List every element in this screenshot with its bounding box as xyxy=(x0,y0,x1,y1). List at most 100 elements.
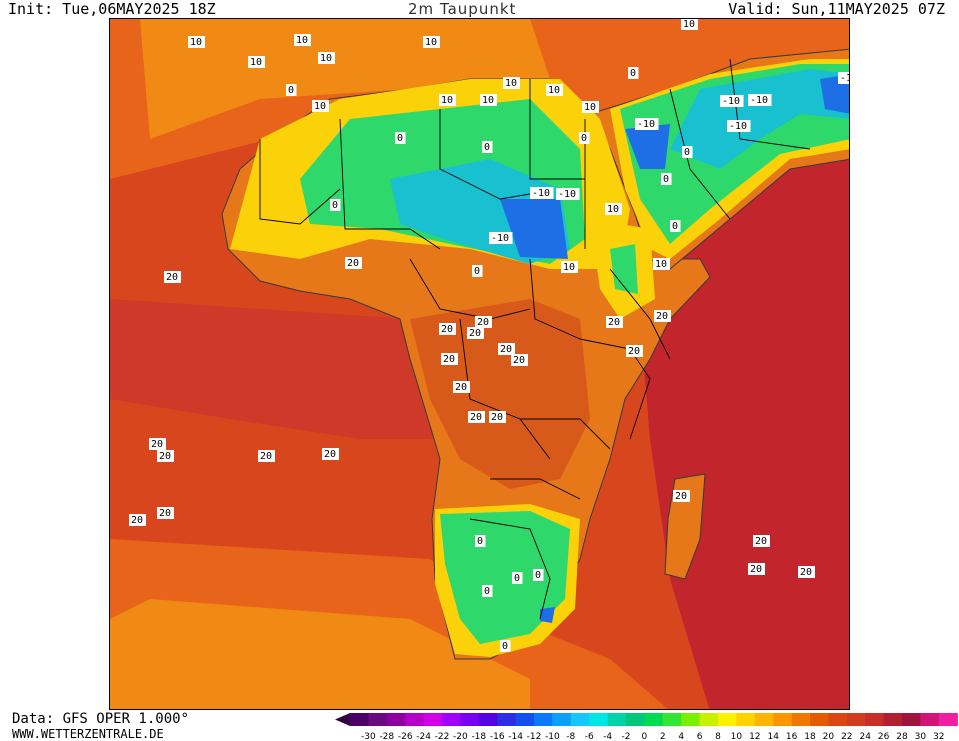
colorbar-tick-label: -28 xyxy=(379,732,394,741)
svg-text:0: 0 xyxy=(581,133,587,144)
contour-label: 0 xyxy=(670,220,681,232)
colorbar-cell xyxy=(515,713,535,726)
contour-label: 20 xyxy=(129,514,146,526)
colorbar-tick-label: -6 xyxy=(585,732,594,741)
contour-label: 20 xyxy=(453,381,470,393)
svg-text:-10: -10 xyxy=(750,95,768,106)
contour-label: 20 xyxy=(149,438,166,450)
svg-text:0: 0 xyxy=(502,641,508,652)
svg-text:-10: -10 xyxy=(558,189,576,200)
contour-label: 10 xyxy=(582,101,599,113)
svg-text:20: 20 xyxy=(166,272,178,283)
persia-blue-core xyxy=(820,74,849,114)
colorbar-cell xyxy=(534,713,553,726)
svg-text:-10: -10 xyxy=(840,73,850,84)
contour-label: 20 xyxy=(322,448,339,460)
contour-label: -10 xyxy=(556,188,580,200)
contour-label: 0 xyxy=(472,265,483,277)
svg-text:0: 0 xyxy=(630,68,636,79)
colorbar-cell xyxy=(902,713,921,726)
contour-label: 10 xyxy=(423,36,440,48)
map-canvas xyxy=(110,19,849,709)
contour-label: 20 xyxy=(489,411,506,423)
svg-text:20: 20 xyxy=(750,564,762,575)
contour-label: 20 xyxy=(468,411,485,423)
colorbar-under-arrow xyxy=(335,713,350,726)
contour-label: 20 xyxy=(439,323,456,335)
svg-text:20: 20 xyxy=(455,382,467,393)
sea-cool-zone-north xyxy=(140,19,550,139)
svg-text:20: 20 xyxy=(347,258,359,269)
svg-text:20: 20 xyxy=(443,354,455,365)
colorbar-tick-label: -24 xyxy=(416,732,431,741)
colorbar-tick-label: 18 xyxy=(804,732,816,741)
colorbar-cell xyxy=(828,713,848,726)
sea-hot-zone-west xyxy=(110,299,440,439)
contour-label: 20 xyxy=(673,490,690,502)
svg-text:20: 20 xyxy=(131,515,143,526)
svg-text:20: 20 xyxy=(159,451,171,462)
contour-label: 0 xyxy=(512,572,523,584)
colorbar-cell xyxy=(552,713,572,726)
colorbar-tick-label: -12 xyxy=(527,732,542,741)
colorbar-tick-label: -14 xyxy=(508,732,523,741)
contour-label: 10 xyxy=(188,36,205,48)
southern-africa-green xyxy=(440,511,570,644)
colorbar-tick-label: 6 xyxy=(697,732,703,741)
contour-label: 0 xyxy=(628,67,639,79)
contour-label: 10 xyxy=(318,52,335,64)
colorbar-cell xyxy=(718,713,737,726)
colorbar-cell xyxy=(405,713,425,726)
colorbar-cell xyxy=(938,713,958,726)
svg-text:20: 20 xyxy=(469,328,481,339)
svg-text:10: 10 xyxy=(655,259,667,270)
contour-label: 10 xyxy=(439,94,456,106)
sahara-blue-core xyxy=(500,199,568,259)
contour-label: 0 xyxy=(579,132,590,144)
contour-label: 20 xyxy=(626,345,643,357)
contour-label: 20 xyxy=(798,566,815,578)
colorbar-cell xyxy=(791,713,811,726)
contour-labels: 10 10 10 10 10 10 10 10 10 10 10 10 10 10 10 0 0 0 0 0 0 0 0 0 0… xyxy=(129,19,850,652)
svg-text:20: 20 xyxy=(477,317,489,328)
colorbar-tick-label: -16 xyxy=(490,732,505,741)
colorbar-cell xyxy=(442,713,461,726)
svg-text:20: 20 xyxy=(470,412,482,423)
colorbar-tick-label: 28 xyxy=(896,732,908,741)
contour-label: 20 xyxy=(345,257,362,269)
colorbar-cell xyxy=(865,713,885,726)
contour-label: 20 xyxy=(606,316,623,328)
contour-label: 20 xyxy=(467,327,484,339)
contour-label: 20 xyxy=(258,450,275,462)
colorbar-cell xyxy=(883,713,903,726)
colorbar-tick-label: -4 xyxy=(603,732,612,741)
svg-text:20: 20 xyxy=(324,449,336,460)
colorbar-tick-label: -30 xyxy=(361,732,376,741)
svg-text:10: 10 xyxy=(425,37,437,48)
contour-label: 0 xyxy=(533,569,544,581)
svg-text:10: 10 xyxy=(250,57,262,68)
init-time: Init: Tue,06MAY2025 18Z xyxy=(8,0,216,18)
data-source: Data: GFS OPER 1.000° xyxy=(12,711,190,727)
colorbar-cell xyxy=(478,713,498,726)
colorbar-tick-label: 16 xyxy=(786,732,798,741)
contour-label: 0 xyxy=(500,640,511,652)
svg-text:10: 10 xyxy=(607,204,619,215)
colorbar-cell xyxy=(589,713,609,726)
svg-text:10: 10 xyxy=(505,78,517,89)
colorbar-tick-label: 24 xyxy=(859,732,871,741)
contour-label: -10 xyxy=(635,118,659,130)
svg-text:10: 10 xyxy=(296,35,308,46)
svg-text:0: 0 xyxy=(684,147,690,158)
contour-label: 20 xyxy=(748,563,765,575)
svg-text:0: 0 xyxy=(477,536,483,547)
arabia-blue-core xyxy=(625,124,670,169)
colorbar-tick-label: 30 xyxy=(915,732,927,741)
svg-text:20: 20 xyxy=(755,536,767,547)
svg-text:20: 20 xyxy=(151,439,163,450)
contour-label: 20 xyxy=(157,507,174,519)
svg-text:10: 10 xyxy=(320,53,332,64)
colorbar-tick-label: -18 xyxy=(471,732,486,741)
colorbar-tick-label: 4 xyxy=(678,732,684,741)
contour-label: 20 xyxy=(654,310,671,322)
